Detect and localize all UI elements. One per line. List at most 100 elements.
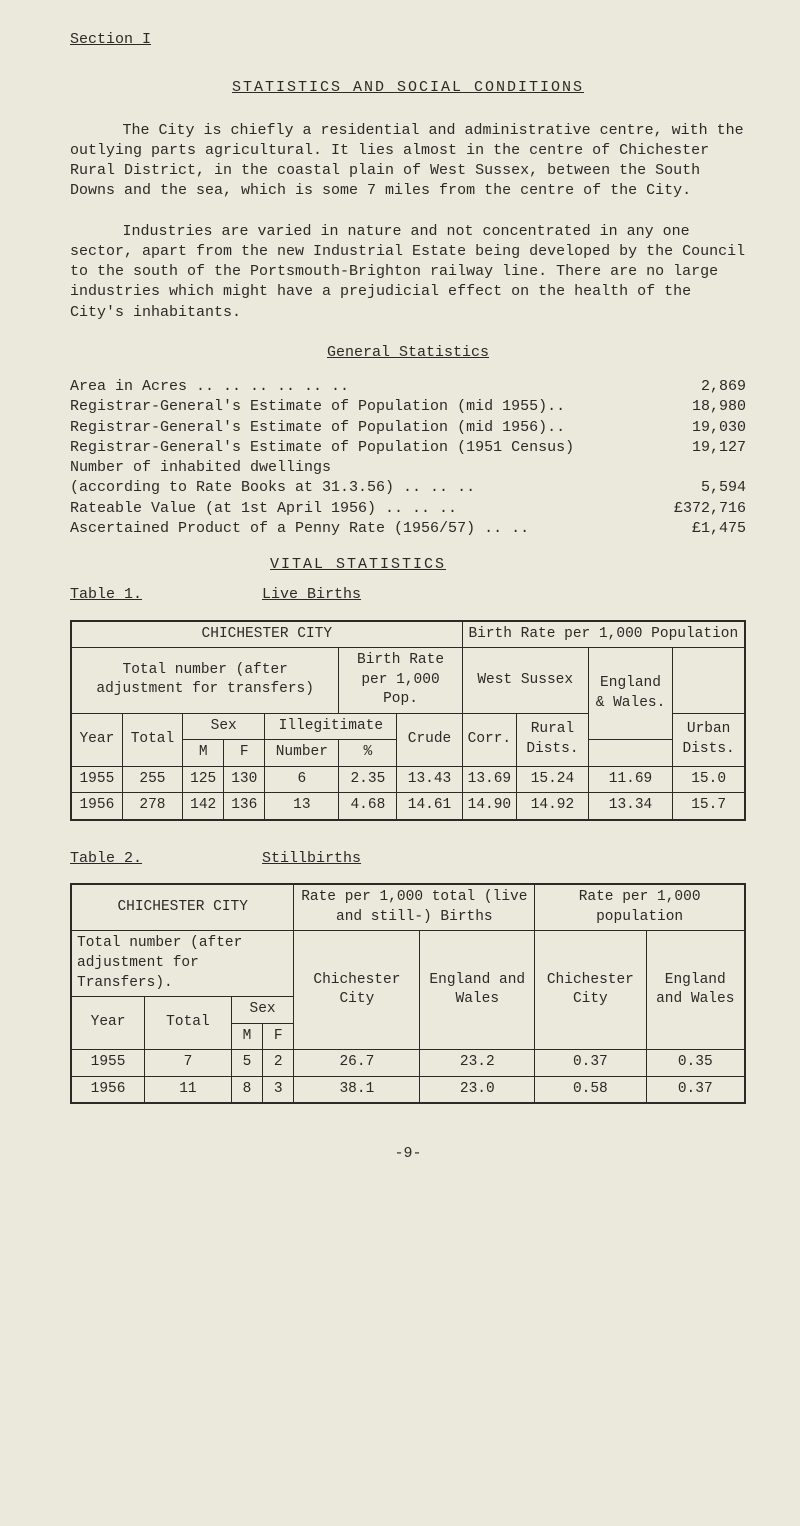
th-total: Total	[145, 997, 232, 1050]
stat-label: Registrar-General's Estimate of Populati…	[70, 438, 644, 458]
page-number: -9-	[70, 1144, 746, 1164]
cell-rural: 14.92	[517, 793, 589, 820]
th-england-wales: England & Wales.	[588, 648, 673, 740]
stillbirths-table: CHICHESTER CITY Rate per 1,000 total (li…	[70, 883, 746, 1104]
th-england-wales-col2: England and Wales	[646, 931, 745, 1050]
cell-rural: 15.24	[517, 766, 589, 793]
cell-c1: 38.1	[294, 1076, 420, 1103]
table-2-title: Stillbirths	[262, 849, 361, 869]
table-1-title: Live Births	[262, 585, 361, 605]
cell-corr: 14.90	[462, 793, 517, 820]
th-sex: Sex	[183, 713, 265, 740]
stat-row: Ascertained Product of a Penny Rate (195…	[70, 519, 746, 539]
cell-c4: 0.37	[646, 1076, 745, 1103]
cell-total: 278	[122, 793, 182, 820]
cell-c1: 26.7	[294, 1050, 420, 1077]
stat-label: Ascertained Product of a Penny Rate (195…	[70, 519, 644, 539]
cell-eng: 15.7	[673, 793, 745, 820]
stat-label: Rateable Value (at 1st April 1956) .. ..…	[70, 499, 644, 519]
cell-total: 11	[145, 1076, 232, 1103]
th-percent: %	[339, 740, 397, 767]
stat-value	[656, 458, 746, 478]
th-year: Year	[71, 713, 122, 766]
cell-c2: 23.2	[420, 1050, 535, 1077]
th-number: Number	[265, 740, 339, 767]
cell-num: 6	[265, 766, 339, 793]
th-f: F	[263, 1023, 294, 1050]
cell-f: 136	[224, 793, 265, 820]
th-birthrate: Birth Rate per 1,000 Population	[462, 621, 745, 648]
table-1-label: Table 1.	[70, 585, 142, 605]
general-statistics-list: Area in Acres .. .. .. .. .. .. 2,869 Reg…	[70, 377, 746, 539]
stat-label: Area in Acres .. .. .. .. .. ..	[70, 377, 644, 397]
paragraph-1: The City is chiefly a residential and ad…	[70, 121, 746, 202]
stat-value: 18,980	[656, 397, 746, 417]
cell-f: 2	[263, 1050, 294, 1077]
th-corr: Corr.	[462, 713, 517, 766]
stat-value: 5,594	[656, 478, 746, 498]
stat-label: Number of inhabited dwellings	[70, 458, 644, 478]
th-england-wales-sub	[588, 740, 673, 767]
table-2-label: Table 2.	[70, 849, 142, 869]
th-total: Total	[122, 713, 182, 766]
cell-urban: 11.69	[588, 766, 673, 793]
section-label: Section I	[70, 30, 746, 50]
th-m: M	[183, 740, 224, 767]
stat-label: (according to Rate Books at 31.3.56) .. …	[70, 478, 644, 498]
cell-pct: 2.35	[339, 766, 397, 793]
cell-year: 1956	[71, 793, 122, 820]
th-chichester-city-col: Chichester City	[294, 931, 420, 1050]
table-row: 1955 7 5 2 26.7 23.2 0.37 0.35	[71, 1050, 745, 1077]
stat-row: Number of inhabited dwellings	[70, 458, 746, 478]
stat-label: Registrar-General's Estimate of Populati…	[70, 397, 644, 417]
cell-m: 8	[231, 1076, 262, 1103]
th-rate-population: Rate per 1,000 population	[535, 884, 745, 931]
th-sex: Sex	[231, 997, 294, 1024]
th-year: Year	[71, 997, 145, 1050]
stat-row: (according to Rate Books at 31.3.56) .. …	[70, 478, 746, 498]
th-west-sussex: West Sussex	[462, 648, 588, 714]
th-per1000: Birth Rate per 1,000 Pop.	[339, 648, 462, 714]
cell-total: 255	[122, 766, 182, 793]
cell-crude: 14.61	[397, 793, 462, 820]
th-illegitimate: Illegitimate	[265, 713, 397, 740]
th-rural: Rural Dists.	[517, 713, 589, 766]
cell-pct: 4.68	[339, 793, 397, 820]
cell-year: 1955	[71, 1050, 145, 1077]
cell-eng: 15.0	[673, 766, 745, 793]
th-crude: Crude	[397, 713, 462, 766]
cell-m: 5	[231, 1050, 262, 1077]
cell-c2: 23.0	[420, 1076, 535, 1103]
cell-year: 1955	[71, 766, 122, 793]
stat-value: £372,716	[656, 499, 746, 519]
stat-row: Area in Acres .. .. .. .. .. .. 2,869	[70, 377, 746, 397]
cell-c3: 0.37	[535, 1050, 646, 1077]
th-chichester-city-col2: Chichester City	[535, 931, 646, 1050]
stat-label: Registrar-General's Estimate of Populati…	[70, 418, 644, 438]
cell-year: 1956	[71, 1076, 145, 1103]
table-row: 1955 255 125 130 6 2.35 13.43 13.69 15.2…	[71, 766, 745, 793]
stat-row: Rateable Value (at 1st April 1956) .. ..…	[70, 499, 746, 519]
th-england-wales-col: England and Wales	[420, 931, 535, 1050]
cell-total: 7	[145, 1050, 232, 1077]
cell-c3: 0.58	[535, 1076, 646, 1103]
cell-f: 3	[263, 1076, 294, 1103]
cell-f: 130	[224, 766, 265, 793]
stat-value: £1,475	[656, 519, 746, 539]
stat-row: Registrar-General's Estimate of Populati…	[70, 438, 746, 458]
th-urban: Urban Dists.	[673, 713, 745, 766]
th-chichester-city: CHICHESTER CITY	[71, 884, 294, 931]
live-births-table: CHICHESTER CITY Birth Rate per 1,000 Pop…	[70, 620, 746, 822]
stat-row: Registrar-General's Estimate of Populati…	[70, 418, 746, 438]
document-title: STATISTICS AND SOCIAL CONDITIONS	[70, 78, 746, 98]
th-f: F	[224, 740, 265, 767]
general-statistics-heading: General Statistics	[70, 343, 746, 363]
cell-crude: 13.43	[397, 766, 462, 793]
table-row: 1956 278 142 136 13 4.68 14.61 14.90 14.…	[71, 793, 745, 820]
cell-corr: 13.69	[462, 766, 517, 793]
cell-m: 125	[183, 766, 224, 793]
th-m: M	[231, 1023, 262, 1050]
stat-value: 2,869	[656, 377, 746, 397]
stat-value: 19,127	[656, 438, 746, 458]
cell-m: 142	[183, 793, 224, 820]
